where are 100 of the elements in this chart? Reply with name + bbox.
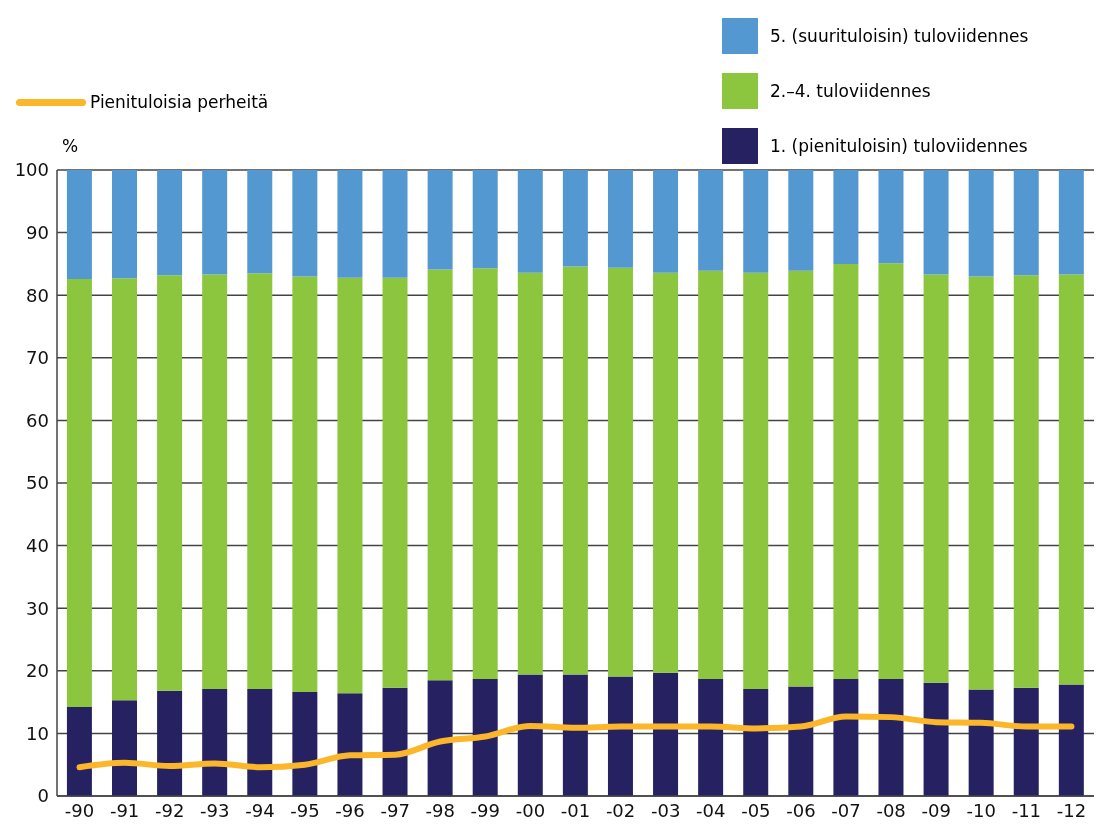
y-tick-label: 90 <box>26 221 49 243</box>
bar <box>743 272 769 689</box>
bar <box>878 170 904 264</box>
bar <box>157 170 183 276</box>
bar <box>833 263 859 679</box>
x-tick-label: -01 <box>560 799 591 821</box>
bar <box>923 170 949 275</box>
bar <box>653 672 679 796</box>
bar <box>1013 170 1039 276</box>
bar <box>337 277 363 694</box>
bar <box>788 170 814 271</box>
legend-label: 2.–4. tuloviidennes <box>770 81 931 101</box>
bar <box>382 170 408 278</box>
bar <box>472 170 498 269</box>
x-tick-label: -95 <box>290 799 320 821</box>
y-tick-label: 80 <box>26 284 49 306</box>
x-tick-label: -04 <box>696 799 726 821</box>
bar <box>292 170 318 277</box>
x-tick-label: -05 <box>741 799 771 821</box>
bar <box>292 276 318 693</box>
x-tick-label: -09 <box>921 799 951 821</box>
bar <box>247 688 273 796</box>
bar <box>427 680 453 796</box>
bar <box>247 170 273 274</box>
x-tick-label: -07 <box>831 799 861 821</box>
x-tick-label: -03 <box>650 799 681 821</box>
y-tick-label: 50 <box>26 472 49 494</box>
x-tick-label: -12 <box>1056 799 1087 821</box>
y-tick-label: 60 <box>26 409 49 431</box>
bar <box>292 692 318 796</box>
bar <box>202 688 228 796</box>
y-tick-label: 10 <box>26 722 49 744</box>
y-tick-label: 40 <box>26 534 49 556</box>
x-tick-label: -92 <box>155 799 185 821</box>
bar <box>833 678 859 796</box>
bar <box>472 268 498 679</box>
bar <box>112 170 138 279</box>
bar <box>1058 684 1084 796</box>
bar <box>112 278 138 701</box>
y-tick-label: 0 <box>37 785 49 807</box>
bar <box>653 272 679 673</box>
x-tick-label: -96 <box>335 799 365 821</box>
x-tick-label: -93 <box>200 799 230 821</box>
bar <box>788 270 814 687</box>
bar <box>743 688 769 796</box>
bar <box>112 700 138 796</box>
bar <box>788 686 814 796</box>
bar <box>923 274 949 683</box>
bar <box>968 276 994 690</box>
x-tick-label: -08 <box>876 799 906 821</box>
x-tick-label: -98 <box>425 799 455 821</box>
bar <box>653 170 679 273</box>
bar <box>382 687 408 796</box>
bar <box>1058 274 1084 685</box>
bar <box>698 270 724 679</box>
y-tick-label: 70 <box>26 347 49 369</box>
x-tick-label: -00 <box>515 799 546 821</box>
y-tick-label: 30 <box>26 597 49 619</box>
bar <box>202 274 228 689</box>
bar <box>337 170 363 278</box>
bar <box>562 170 588 267</box>
bar <box>562 674 588 796</box>
x-tick-label: -90 <box>64 799 95 821</box>
y-tick-label: 100 <box>14 159 49 181</box>
bar <box>247 273 273 689</box>
y-axis-title: % <box>62 136 79 156</box>
bar <box>878 263 904 679</box>
bar <box>968 689 994 796</box>
bar <box>743 170 769 273</box>
bar <box>157 275 183 691</box>
bar <box>878 678 904 796</box>
bar <box>562 266 588 675</box>
bar <box>427 269 453 681</box>
bar <box>607 267 633 677</box>
bar <box>698 170 724 271</box>
bar <box>517 674 543 796</box>
bar <box>1013 687 1039 796</box>
bar <box>382 277 408 688</box>
bar <box>968 170 994 277</box>
x-tick-label: -10 <box>966 799 996 821</box>
bar <box>607 170 633 268</box>
legend-label: 1. (pienituloisin) tuloviidennes <box>770 136 1028 156</box>
x-tick-label: -06 <box>786 799 816 821</box>
bar <box>66 278 92 708</box>
bar <box>157 690 183 796</box>
x-tick-label: -11 <box>1011 799 1042 821</box>
x-tick-label: -02 <box>605 799 636 821</box>
bar <box>517 170 543 273</box>
bar <box>66 170 92 279</box>
x-tick-label: -94 <box>245 799 275 821</box>
bar <box>607 676 633 796</box>
bar <box>472 678 498 796</box>
bar <box>1058 170 1084 275</box>
bar <box>698 678 724 796</box>
bar <box>427 170 453 270</box>
legend-label: 5. (suurituloisin) tuloviidennes <box>770 26 1029 46</box>
bar <box>66 707 92 796</box>
legend-label: Pienituloisia perheitä <box>90 92 269 112</box>
bar <box>337 693 363 796</box>
x-tick-label: -99 <box>470 799 501 821</box>
